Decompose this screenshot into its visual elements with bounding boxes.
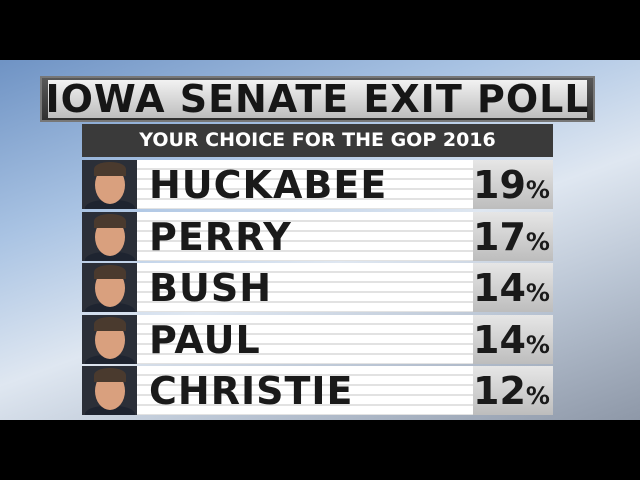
candidate-name: BUSH — [137, 263, 473, 312]
percent-value: 12 — [473, 369, 526, 413]
title: IOWA SENATE EXIT POLL — [45, 77, 590, 121]
candidate-name: PERRY — [137, 211, 473, 261]
candidate-name: PAUL — [137, 314, 473, 364]
candidate-photo — [82, 160, 137, 209]
result-row: BUSH 14% — [82, 263, 553, 312]
photo-shape — [94, 213, 126, 228]
percent-box: 14% — [473, 314, 553, 364]
candidate-photo — [82, 314, 137, 364]
letterbox — [0, 0, 640, 60]
photo-shape — [94, 368, 126, 382]
result-row: PAUL 14% — [82, 314, 553, 364]
percent-box: 17% — [473, 211, 553, 261]
percent-value: 14 — [473, 266, 526, 310]
result-row: PERRY 17% — [82, 211, 553, 261]
photo-shape — [94, 265, 126, 279]
percent-value: 17 — [473, 214, 526, 259]
photo-shape — [85, 303, 135, 312]
percent-box: 14% — [473, 263, 553, 312]
percent-box: 12% — [473, 366, 553, 415]
subtitle: YOUR CHOICE FOR THE GOP 2016 NOMINEE? — [82, 124, 553, 184]
letterbox — [0, 420, 640, 480]
title-bar: IOWA SENATE EXIT POLL — [40, 76, 595, 122]
title-plate — [48, 80, 587, 118]
candidate-photo — [82, 263, 137, 312]
photo-shape — [85, 200, 135, 209]
percent-value: 19 — [473, 163, 526, 207]
candidate-photo — [82, 211, 137, 261]
result-row: CHRISTIE 12% — [82, 366, 553, 415]
result-row: HUCKABEE 19% — [82, 160, 553, 209]
candidate-name: HUCKABEE — [137, 160, 473, 209]
photo-shape — [94, 316, 126, 331]
percent-unit: % — [525, 330, 550, 359]
percent-box: 19% — [473, 160, 553, 209]
percent-value: 14 — [473, 317, 526, 362]
photo-shape — [85, 354, 135, 364]
percent-unit: % — [525, 382, 550, 410]
candidate-photo — [82, 366, 137, 415]
photo-shape — [85, 406, 135, 415]
candidate-name: CHRISTIE — [137, 366, 473, 415]
percent-unit: % — [525, 176, 550, 204]
percent-unit: % — [525, 279, 550, 307]
photo-shape — [94, 162, 126, 176]
percent-unit: % — [525, 227, 550, 256]
photo-shape — [85, 251, 135, 261]
